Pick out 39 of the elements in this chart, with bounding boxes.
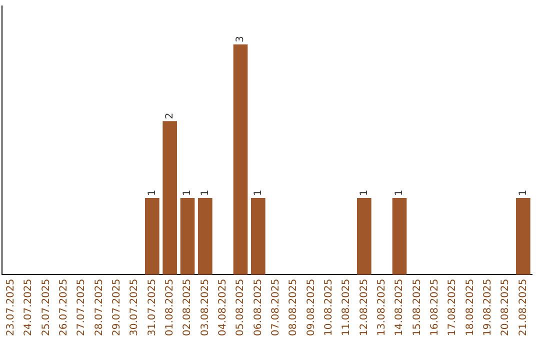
data-label: 1 <box>200 190 211 196</box>
data-label: 1 <box>252 190 264 196</box>
x-tick-label: 13.08.2025 <box>376 278 388 336</box>
data-label: 1 <box>146 190 158 196</box>
x-tick-label: 07.08.2025 <box>270 278 282 336</box>
x-tick-label: 23.07.2025 <box>5 278 16 336</box>
x-tick-label: 31.07.2025 <box>146 278 158 336</box>
x-tick-label: 14.08.2025 <box>394 278 406 336</box>
x-tick-label: 10.08.2025 <box>323 278 334 336</box>
data-label: 1 <box>182 190 194 196</box>
data-label: 1 <box>518 190 529 196</box>
data-label: 1 <box>358 190 370 196</box>
x-tick-label: 05.08.2025 <box>235 278 246 336</box>
x-tick-label: 29.07.2025 <box>111 278 122 336</box>
x-tick-label: 28.07.2025 <box>94 278 105 336</box>
data-label: 2 <box>164 112 176 120</box>
x-tick-label: 26.07.2025 <box>58 278 70 336</box>
x-tick-label: 25.07.2025 <box>40 278 52 336</box>
x-tick-label: 21.08.2025 <box>518 278 529 336</box>
x-tick-label: 19.08.2025 <box>482 278 494 336</box>
x-tick-label: 27.07.2025 <box>76 278 88 336</box>
x-tick-label: 18.08.2025 <box>464 278 476 336</box>
x-tick-label: 03.08.2025 <box>200 278 211 336</box>
x-tick-label: 30.07.2025 <box>129 278 140 336</box>
x-tick-label: 02.08.2025 <box>182 278 194 336</box>
x-tick-label: 11.08.2025 <box>341 278 352 336</box>
x-tick-label: 09.08.2025 <box>306 278 317 336</box>
x-tick-label: 16.08.2025 <box>429 278 440 336</box>
x-tick-label: 15.08.2025 <box>412 278 423 336</box>
x-tick-label: 04.08.2025 <box>217 278 228 336</box>
x-tick-label: 17.08.2025 <box>447 278 458 336</box>
x-tick-label: 06.08.2025 <box>252 278 264 336</box>
x-tick-label: 24.07.2025 <box>23 278 34 336</box>
x-tick-label: 12.08.2025 <box>358 278 370 336</box>
x-tick-label: 20.08.2025 <box>500 278 512 336</box>
data-label: 3 <box>235 36 246 42</box>
data-label: 1 <box>394 190 406 196</box>
x-tick-label: 01.08.2025 <box>164 278 176 336</box>
x-tick-label: 08.08.2025 <box>288 278 300 336</box>
